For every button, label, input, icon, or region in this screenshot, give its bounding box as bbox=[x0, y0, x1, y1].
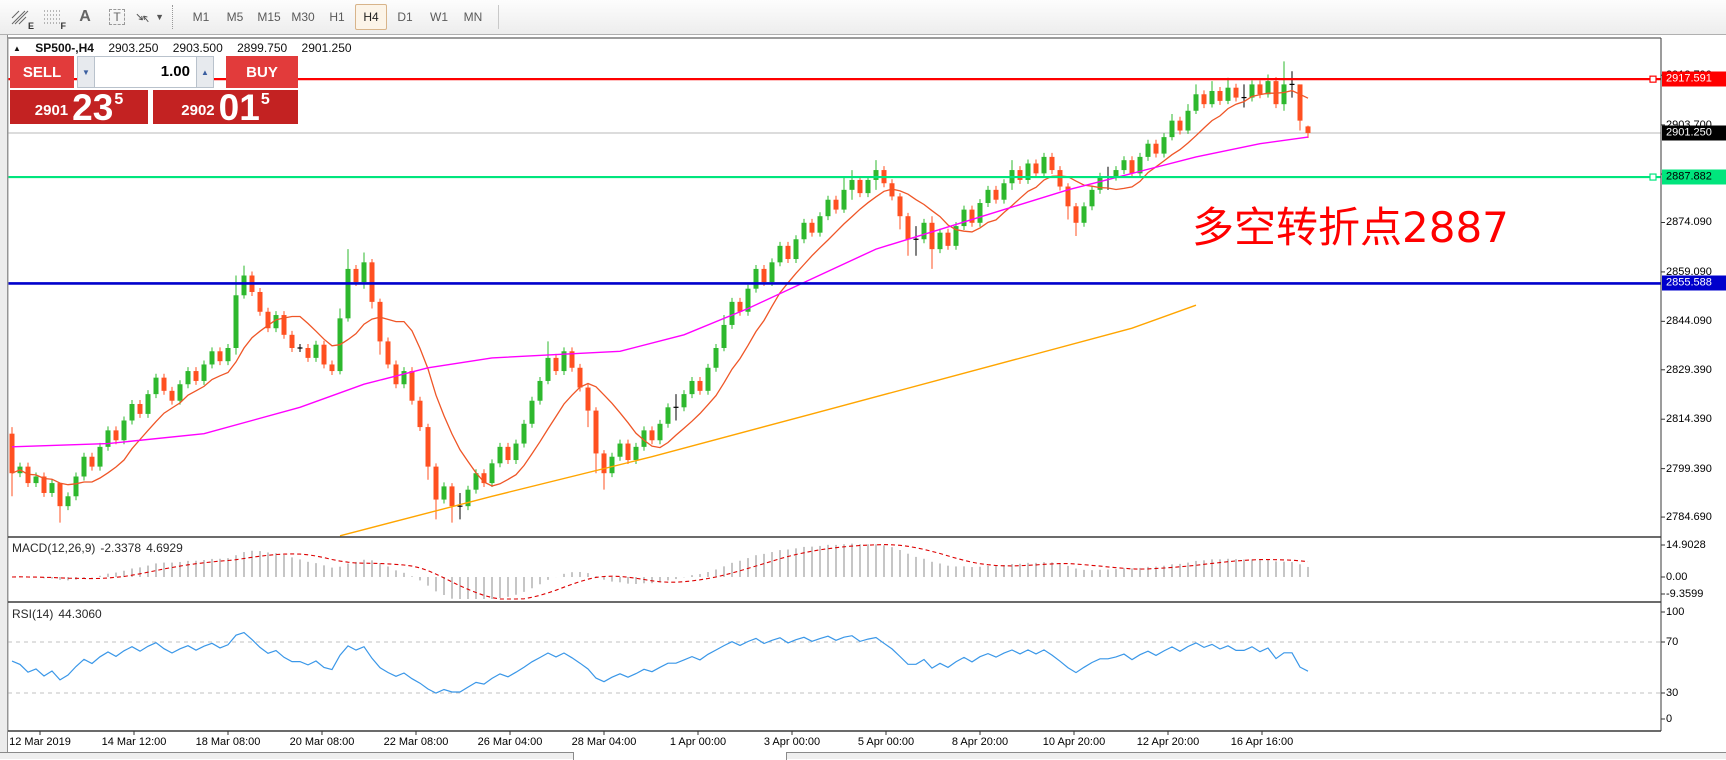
text-label-tool-icon[interactable]: T bbox=[102, 4, 132, 30]
fibonacci-tool-icon[interactable]: F bbox=[38, 4, 68, 31]
timeframe-button-MN[interactable]: MN bbox=[463, 10, 483, 24]
text-tool-icon[interactable]: A bbox=[79, 8, 91, 25]
draw-lines-tool-icon[interactable]: E bbox=[6, 4, 36, 31]
collapse-icon[interactable]: ▲ bbox=[13, 44, 21, 53]
ohlc-high: 2903.500 bbox=[172, 41, 223, 55]
volume-increase-button[interactable]: ▲ bbox=[196, 56, 214, 88]
ohlc-close: 2901.250 bbox=[301, 41, 352, 55]
buy-button[interactable]: BUY bbox=[226, 56, 298, 88]
tool-sub-label: E bbox=[27, 21, 34, 31]
drawing-tools-group: E F A T ▼ bbox=[6, 4, 166, 31]
sell-button[interactable]: SELL bbox=[10, 56, 74, 88]
bid-price-main: 2901 bbox=[34, 102, 69, 119]
timeframe-button-H4[interactable]: H4 bbox=[355, 4, 387, 30]
macd-main-value: -2.3378 bbox=[100, 541, 142, 555]
chart-tabs-strip bbox=[0, 752, 1726, 760]
ask-price-big-digits: 01 bbox=[218, 86, 260, 128]
symbol-timeframe-label: SP500-,H4 bbox=[35, 41, 94, 55]
macd-name: MACD(12,26,9) bbox=[12, 541, 96, 555]
ask-price-main: 2902 bbox=[181, 102, 215, 119]
rsi-name: RSI(14) bbox=[12, 607, 54, 621]
toolbar: E F A T ▼ M1 M5 M15 M30 H1 H4 D1 W1 MN bbox=[0, 0, 1726, 35]
macd-signal-value: 4.6929 bbox=[146, 541, 183, 555]
timeframe-buttons-group: M1 M5 M15 M30 H1 H4 D1 W1 MN bbox=[184, 4, 490, 30]
timeframe-button-D1[interactable]: D1 bbox=[397, 10, 413, 24]
timeframe-button-M30[interactable]: M30 bbox=[291, 10, 315, 24]
volume-input[interactable]: 1.00 bbox=[95, 56, 196, 88]
ohlc-open: 2903.250 bbox=[108, 41, 159, 55]
chart-tab[interactable] bbox=[573, 752, 787, 760]
ohlc-low: 2899.750 bbox=[237, 41, 288, 55]
bid-price-big-digits: 23 bbox=[72, 86, 114, 128]
rsi-value: 44.3060 bbox=[58, 607, 102, 621]
arrow-objects-tool-icon[interactable]: ▼ bbox=[134, 4, 164, 30]
ask-price-pip: 5 bbox=[260, 91, 270, 108]
ask-price-panel[interactable]: 2902 01 5 bbox=[153, 86, 298, 128]
chart-annotation-text: 多空转折点2887 bbox=[1192, 203, 1509, 252]
toolbar-separator bbox=[498, 5, 499, 29]
timeframe-button-W1[interactable]: W1 bbox=[430, 10, 448, 24]
timeframe-button-M15[interactable]: M15 bbox=[257, 10, 281, 24]
tool-sub-label: F bbox=[60, 21, 67, 31]
chart-header: ▲ SP500-,H4 2903.250 2903.500 2899.750 2… bbox=[13, 41, 363, 55]
volume-decrease-button[interactable]: ▼ bbox=[77, 56, 95, 88]
bid-price-panel[interactable]: 2901 23 5 bbox=[10, 86, 148, 128]
toolbar-grip bbox=[172, 5, 176, 29]
timeframe-button-M1[interactable]: M1 bbox=[192, 10, 210, 24]
timeframe-button-M5[interactable]: M5 bbox=[226, 10, 244, 24]
timeframe-button-H1[interactable]: H1 bbox=[329, 10, 345, 24]
macd-indicator-label: MACD(12,26,9) -2.3378 4.6929 bbox=[12, 541, 188, 555]
bid-price-pip: 5 bbox=[114, 91, 124, 108]
rsi-indicator-label: RSI(14) 44.3060 bbox=[12, 607, 107, 621]
one-click-trading-panel: SELL ▼ 1.00 ▲ BUY 2901 23 5 2902 01 5 bbox=[10, 56, 298, 128]
